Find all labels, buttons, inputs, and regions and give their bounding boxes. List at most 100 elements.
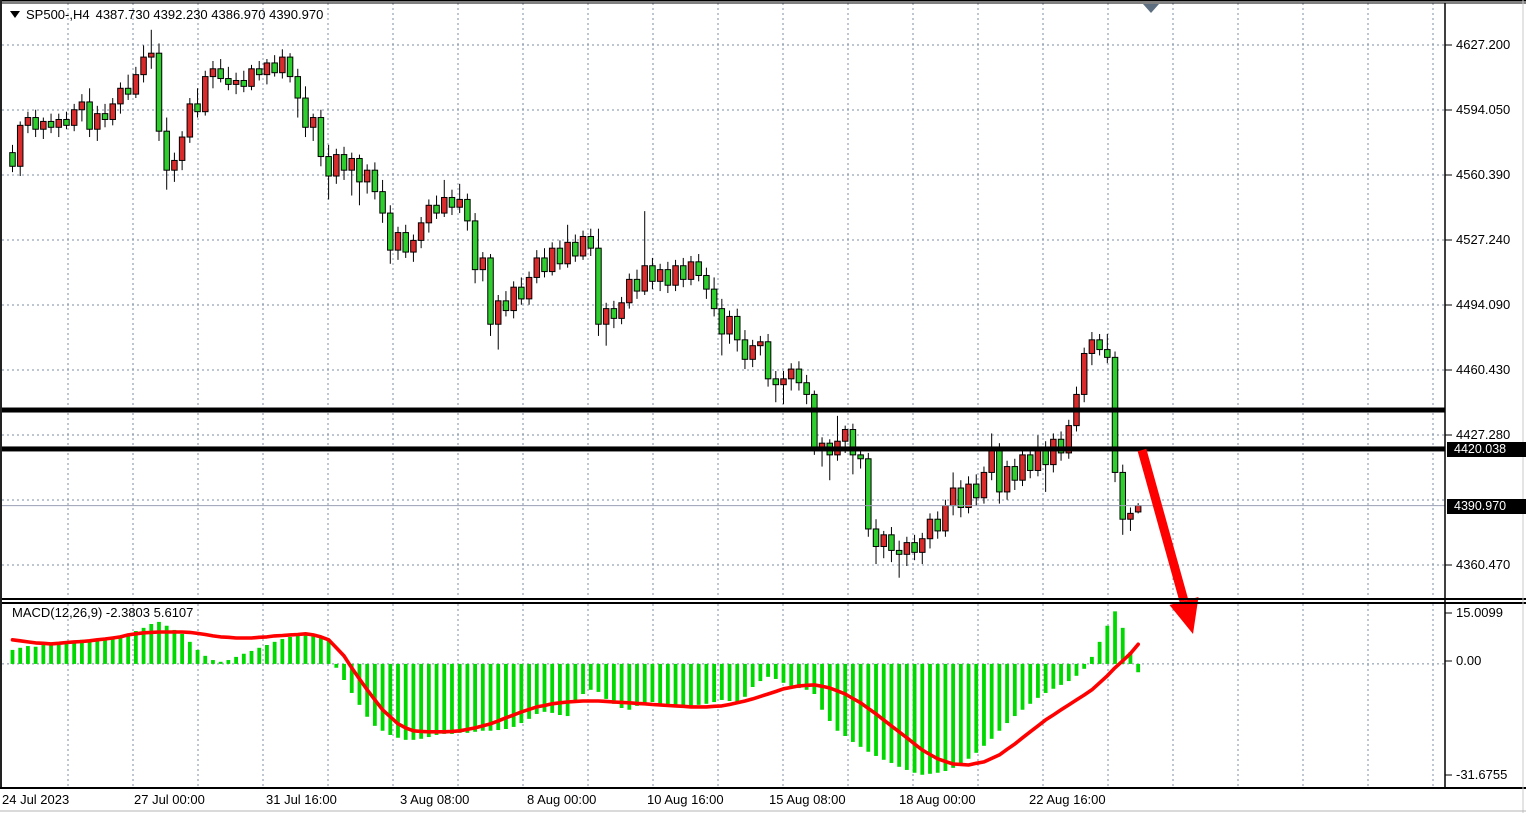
candle-up[interactable] xyxy=(410,239,417,253)
candle-up[interactable] xyxy=(425,204,433,224)
candle-up[interactable] xyxy=(533,257,541,278)
candle-down[interactable] xyxy=(610,308,618,319)
candle-up[interactable] xyxy=(1065,425,1073,454)
candle-down[interactable] xyxy=(255,68,263,76)
candle-down[interactable] xyxy=(587,235,594,249)
candle-down[interactable] xyxy=(518,286,525,300)
candle-down[interactable] xyxy=(194,103,201,113)
candle-up[interactable] xyxy=(726,315,733,335)
candle-down[interactable] xyxy=(772,378,780,386)
candle-up[interactable] xyxy=(140,56,147,76)
candle-up[interactable] xyxy=(178,136,186,161)
candle-down[interactable] xyxy=(888,534,895,551)
trend-arrow-shaft[interactable] xyxy=(1137,448,1189,603)
candle-down[interactable] xyxy=(1111,356,1119,473)
candle-up[interactable] xyxy=(117,87,124,105)
candle-down[interactable] xyxy=(464,198,471,222)
candle-up[interactable] xyxy=(1088,339,1096,354)
candle-up[interactable] xyxy=(248,68,255,87)
candle-down[interactable] xyxy=(1011,466,1019,481)
candle-down[interactable] xyxy=(872,528,880,548)
candle-up[interactable] xyxy=(787,368,795,380)
candle-down[interactable] xyxy=(1104,349,1111,358)
candle-down[interactable] xyxy=(680,265,687,280)
candle-down[interactable] xyxy=(849,429,857,456)
candle-up[interactable] xyxy=(1080,352,1088,395)
candle-down[interactable] xyxy=(718,308,726,335)
candle-down[interactable] xyxy=(317,117,325,158)
candle-down[interactable] xyxy=(101,113,109,120)
candle-up[interactable] xyxy=(479,257,487,271)
candle-down[interactable] xyxy=(741,339,749,360)
candle-up[interactable] xyxy=(202,76,209,113)
candle-down[interactable] xyxy=(911,542,918,553)
candle-up[interactable] xyxy=(417,222,425,241)
candle-down[interactable] xyxy=(379,191,386,214)
candle-up[interactable] xyxy=(548,247,556,273)
candle-down[interactable] xyxy=(996,448,1003,493)
candle-up[interactable] xyxy=(209,68,217,78)
candle-down[interactable] xyxy=(664,269,672,286)
candle-down[interactable] xyxy=(649,265,656,282)
candle-up[interactable] xyxy=(363,169,371,183)
candle-down[interactable] xyxy=(356,157,363,183)
candle-up[interactable] xyxy=(394,232,402,251)
candle-down[interactable] xyxy=(865,458,872,530)
candle-down[interactable] xyxy=(402,232,409,253)
candle-down[interactable] xyxy=(448,196,456,208)
candle-down[interactable] xyxy=(572,241,579,257)
candle-up[interactable] xyxy=(132,74,140,95)
candle-up[interactable] xyxy=(78,101,86,111)
candle-up[interactable] xyxy=(279,56,286,74)
candle-down[interactable] xyxy=(1026,454,1034,471)
candle-down[interactable] xyxy=(857,454,864,460)
candle-up[interactable] xyxy=(757,341,764,347)
candle-down[interactable] xyxy=(1096,339,1103,351)
candle-up[interactable] xyxy=(24,117,32,126)
candle-up[interactable] xyxy=(16,124,24,167)
candle-up[interactable] xyxy=(40,120,47,130)
candle-down[interactable] xyxy=(294,76,302,99)
candle-up[interactable] xyxy=(263,62,271,76)
candle-down[interactable] xyxy=(240,79,248,87)
candle-down[interactable] xyxy=(225,78,232,85)
candle-down[interactable] xyxy=(795,368,803,384)
candle-down[interactable] xyxy=(286,56,294,78)
candle-up[interactable] xyxy=(494,300,502,325)
candle-up[interactable] xyxy=(1019,454,1026,481)
candle-up[interactable] xyxy=(672,265,679,286)
candle-down[interactable] xyxy=(556,247,564,265)
candle-down[interactable] xyxy=(733,315,741,341)
candle-down[interactable] xyxy=(811,393,818,450)
candle-up[interactable] xyxy=(456,198,463,208)
candle-up[interactable] xyxy=(510,286,517,312)
candle-down[interactable] xyxy=(710,288,718,310)
candle-up[interactable] xyxy=(55,118,63,128)
candle-up[interactable] xyxy=(148,52,155,58)
candle-up[interactable] xyxy=(348,157,355,171)
candle-down[interactable] xyxy=(271,62,278,74)
candle-up[interactable] xyxy=(579,235,587,257)
candle-down[interactable] xyxy=(957,487,965,509)
candle-up[interactable] xyxy=(309,117,317,128)
candle-up[interactable] xyxy=(949,487,957,507)
candle-up[interactable] xyxy=(1134,505,1142,513)
candle-up[interactable] xyxy=(94,113,101,130)
collapse-triangle-icon[interactable] xyxy=(10,11,20,18)
candle-down[interactable] xyxy=(155,52,163,132)
candle-down[interactable] xyxy=(764,341,772,380)
candle-up[interactable] xyxy=(841,429,849,442)
candle-up[interactable] xyxy=(564,241,571,265)
candle-up[interactable] xyxy=(926,518,934,540)
trend-arrow-head[interactable] xyxy=(1169,597,1199,634)
candle-down[interactable] xyxy=(47,120,55,128)
candle-down[interactable] xyxy=(695,261,702,276)
candle-up[interactable] xyxy=(980,471,988,499)
candle-up[interactable] xyxy=(232,79,240,85)
candle-down[interactable] xyxy=(703,274,710,290)
candle-down[interactable] xyxy=(340,154,348,171)
candle-down[interactable] xyxy=(9,152,16,167)
candle-down[interactable] xyxy=(595,247,602,325)
candle-down[interactable] xyxy=(633,278,641,292)
